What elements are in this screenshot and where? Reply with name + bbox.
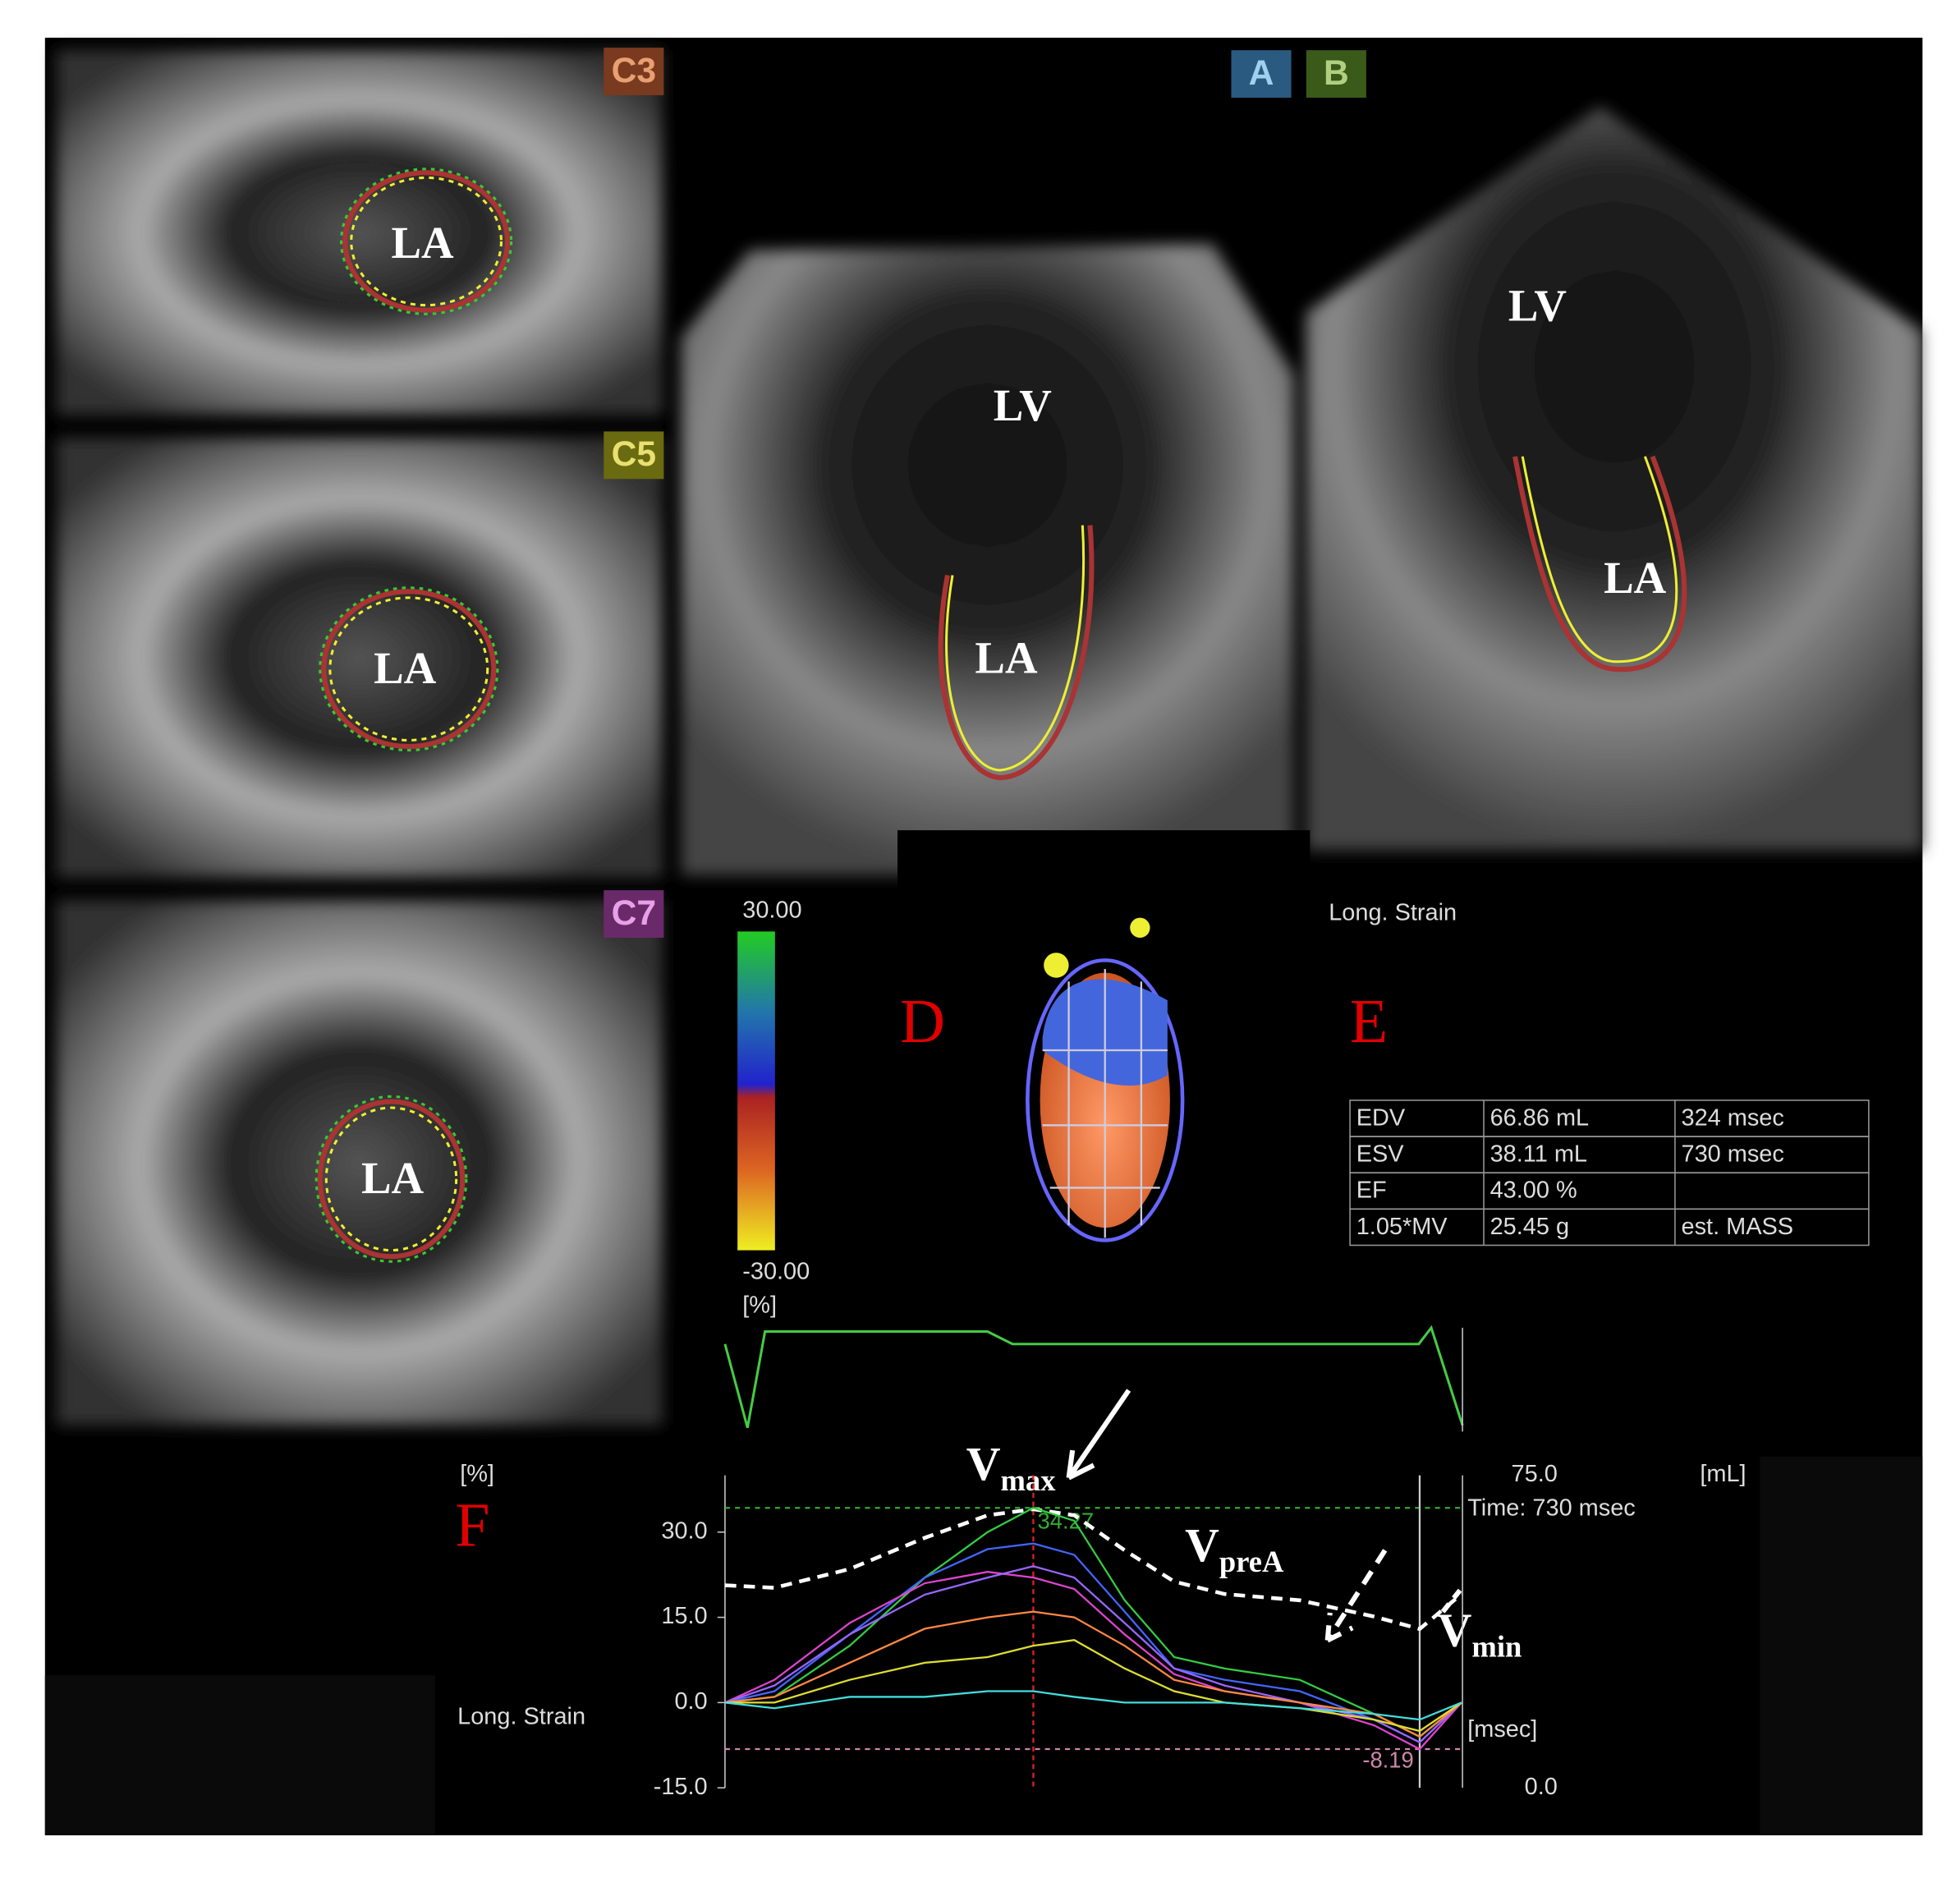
table-cell: ESV <box>1356 1141 1405 1168</box>
table: EDV 66.86 mL 324 msec ESV 38.11 mL 730 msec EF… <box>1349 1100 1870 1247</box>
y2-tick-label: 0.0 <box>1525 1774 1558 1800</box>
y2-axis-label: [mL] <box>1700 1461 1746 1487</box>
view-tag: A <box>1249 53 1274 93</box>
strain-curve <box>724 1610 1462 1738</box>
annotation-sub: preA <box>1219 1545 1284 1579</box>
view-tags: C3 C5 C7 A B <box>604 48 1366 938</box>
colorbar-min-label: -30.00 <box>742 1259 810 1285</box>
table-cell: est. MASS <box>1682 1214 1794 1240</box>
panel-filler <box>44 1675 435 1836</box>
table-row <box>1349 1208 1870 1247</box>
annotation: VpreA <box>1185 1518 1284 1578</box>
table-cell: 66.86 mL <box>1490 1104 1590 1131</box>
reference-label: -8.19 <box>1362 1747 1413 1772</box>
panel-letter: F <box>455 1491 489 1560</box>
panel-letter: E <box>1350 987 1388 1056</box>
view-tag: C7 <box>612 893 656 933</box>
y-tick-label: 30.0 <box>661 1518 707 1544</box>
y-axis-label: [%] <box>460 1461 494 1487</box>
y2-tick-label: 75.0 <box>1512 1461 1558 1487</box>
annotation-sub: min <box>1471 1630 1522 1664</box>
annotation-sub: max <box>1001 1464 1057 1498</box>
annotation: Vmax <box>966 1437 1056 1497</box>
arrows <box>1066 1389 1462 1643</box>
chamber-label: LV <box>994 380 1052 430</box>
table-cell: 25.45 g <box>1490 1214 1569 1240</box>
annotation-base: V <box>966 1437 1001 1490</box>
y-tick-label: 15.0 <box>661 1603 707 1629</box>
side-label: Long. Strain <box>457 1704 585 1730</box>
strain-curve <box>724 1639 1462 1733</box>
table-cell: 43.00 % <box>1490 1178 1577 1204</box>
x-axis-label: [msec] <box>1467 1716 1537 1743</box>
table-cell: EDV <box>1356 1104 1406 1131</box>
echo-images <box>56 50 1923 1426</box>
chamber-label: LA <box>975 633 1038 683</box>
table-cell: 730 msec <box>1682 1141 1784 1168</box>
annotation: Vmin <box>1438 1604 1522 1664</box>
y-tick-label: -15.0 <box>654 1774 708 1800</box>
strain-chart: [%] [mL] Time: 730 msec [msec] Long. Str… <box>457 1389 1747 1800</box>
colorbar-unit: [%] <box>742 1293 777 1319</box>
y-tick-label: 0.0 <box>674 1688 707 1715</box>
colorbar-max-label: 30.00 <box>742 898 801 924</box>
strain-title: Long. Strain <box>1329 900 1457 926</box>
panel-filler <box>1760 1456 1923 1836</box>
chamber-labels: LA LA LA LV LA LV LA <box>361 218 1667 1203</box>
strain-curve <box>724 1506 1462 1738</box>
chamber-label: LV <box>1508 280 1567 330</box>
table-cell: EF <box>1356 1178 1387 1204</box>
strain-curve <box>724 1690 1462 1721</box>
table-cell: 1.05*MV <box>1356 1214 1448 1240</box>
view-tag: C5 <box>612 434 656 474</box>
chamber-label: LA <box>1604 553 1667 603</box>
overlay <box>897 830 1310 893</box>
panel-letter: D <box>900 987 945 1056</box>
la-3d-model <box>1026 917 1185 1242</box>
chamber-label: LA <box>391 218 454 268</box>
view-tag: C3 <box>612 51 656 90</box>
volume-curve <box>724 1507 1463 1632</box>
table-cell: 38.11 mL <box>1490 1141 1587 1168</box>
la-contours <box>314 168 1687 1263</box>
colorbar <box>737 931 775 1251</box>
annotation-base: V <box>1438 1604 1472 1657</box>
table-cell: 324 msec <box>1682 1104 1784 1131</box>
annotation-base: V <box>1185 1518 1219 1572</box>
chamber-label: LA <box>374 643 437 693</box>
ecg-trace <box>723 1325 1464 1429</box>
time-label: Time: 730 msec <box>1467 1495 1636 1521</box>
chamber-label: LA <box>361 1153 425 1203</box>
strain-curve <box>724 1542 1462 1744</box>
strain-curve <box>724 1571 1462 1751</box>
view-tag: B <box>1324 53 1349 93</box>
